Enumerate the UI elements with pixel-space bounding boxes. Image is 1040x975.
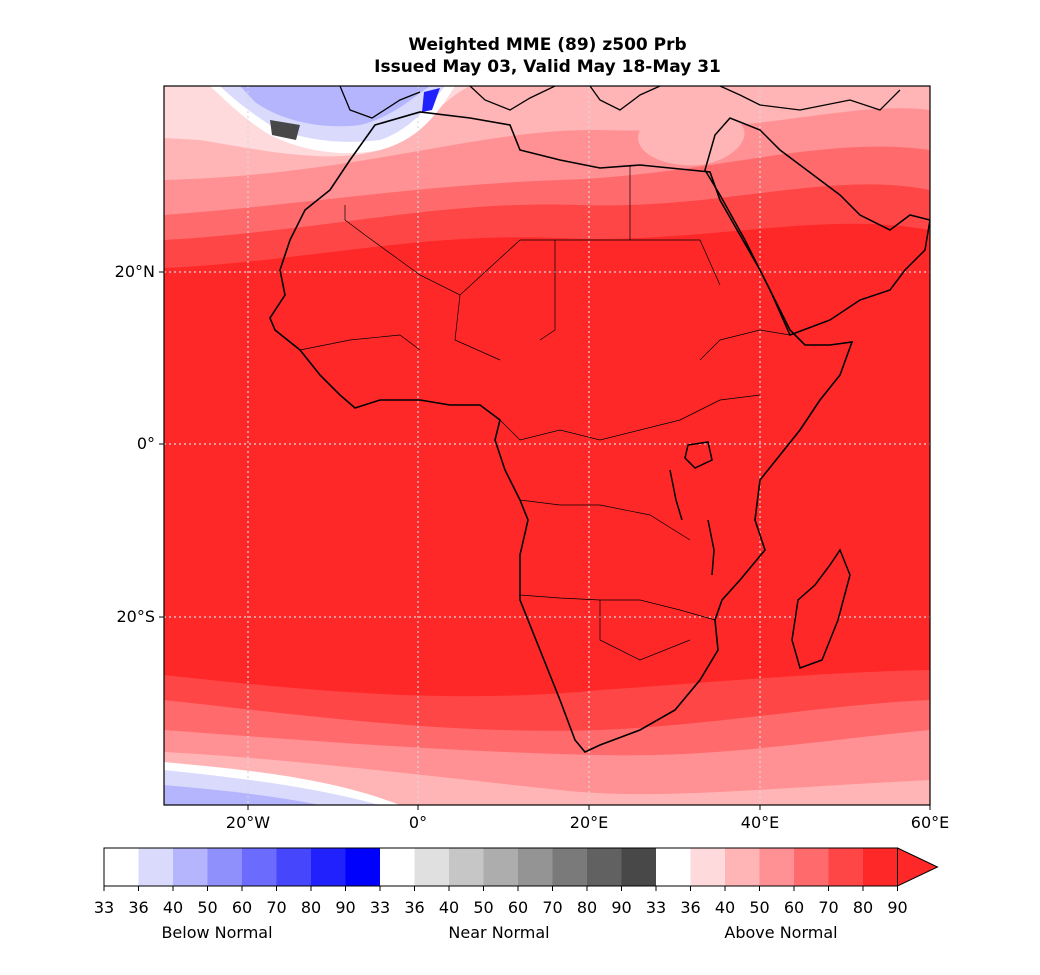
colorbar-label-above-normal: Above Normal	[724, 923, 838, 942]
lat-label-20n: 20°N	[114, 262, 155, 281]
axis-ticks	[159, 271, 931, 810]
colorbar-cell	[759, 848, 794, 886]
colorbar-tick-label: 80	[300, 898, 322, 917]
below-normal-40-patch	[240, 86, 430, 127]
colorbar-cell	[621, 848, 656, 886]
colorbar-label-below-normal: Below Normal	[161, 923, 273, 942]
colorbar-cell	[138, 848, 173, 886]
colorbar-cell	[104, 848, 139, 886]
colorbar-cell	[828, 848, 863, 886]
colorbar-tick-label: 40	[714, 898, 736, 917]
colorbar-border	[103, 847, 898, 887]
below-normal-40-patch-south	[164, 785, 320, 805]
colorbar-tick-label: 70	[818, 898, 839, 917]
colorbar-tick-label: 33	[369, 898, 391, 917]
colorbar-cell	[242, 848, 277, 886]
lat-label-0: 0°	[136, 434, 155, 453]
colorbar-cell	[173, 848, 208, 886]
map-title: Weighted MME (89) z500 Prb	[408, 35, 687, 55]
colorbar-cell	[207, 848, 242, 886]
country-borders	[299, 165, 791, 661]
colorbar-tick-label: 40	[162, 898, 184, 917]
colorbar-tick-label: 60	[507, 898, 529, 917]
africa-coastline	[269, 111, 854, 753]
colorbar-tick-label: 33	[93, 898, 115, 917]
colorbar-tick-label: 80	[576, 898, 598, 917]
lake-victoria	[684, 441, 713, 469]
map-subtitle: Issued May 03, Valid May 18-May 31	[374, 57, 721, 77]
map-frame	[163, 85, 931, 806]
colorbar-tick-label: 50	[197, 898, 218, 917]
colorbar	[103, 847, 939, 891]
colorbar-cell	[449, 848, 484, 886]
europe-coastline	[339, 86, 901, 119]
colorbar-tick-label: 60	[783, 898, 805, 917]
colorbar-cell	[690, 848, 725, 886]
near-normal-90-spot	[270, 120, 300, 140]
colorbar-cell	[311, 848, 346, 886]
lon-label-60e: 60°E	[910, 813, 950, 832]
colorbar-cell	[276, 848, 311, 886]
colorbar-tick-label: 80	[852, 898, 874, 917]
colorbar-tick-label: 90	[887, 898, 908, 917]
colorbar-cell	[725, 848, 760, 886]
colorbar-cell	[552, 848, 587, 886]
colorbar-tick-label: 36	[680, 898, 701, 917]
colorbar-tick-label: 36	[404, 898, 425, 917]
colorbar-cell	[380, 848, 415, 886]
colorbar-tick-label: 40	[438, 898, 460, 917]
colorbar-tick-label: 50	[749, 898, 770, 917]
lon-label-20e: 20°E	[569, 813, 609, 832]
colorbar-cell	[656, 848, 691, 886]
lake-tanganyika	[669, 469, 683, 521]
below-normal-80-spot	[422, 88, 440, 112]
colorbar-cell	[794, 848, 829, 886]
above-normal-50-patch-east-med	[638, 113, 745, 166]
lon-label-20w: 20°W	[225, 813, 271, 832]
colorbar-cell	[518, 848, 553, 886]
colorbar-tick-label: 33	[645, 898, 667, 917]
arabia-coastline	[704, 117, 930, 336]
lon-label-0: 0°	[408, 813, 428, 832]
colorbar-tick-label: 36	[128, 898, 149, 917]
colorbar-extend-arrow	[897, 847, 939, 887]
colorbar-tick-label: 50	[473, 898, 494, 917]
colorbar-tick-label: 70	[542, 898, 563, 917]
madagascar-coastline	[791, 548, 851, 669]
colorbar-cell	[483, 848, 518, 886]
lake-malawi	[707, 519, 715, 576]
colorbar-cell	[863, 848, 898, 886]
colorbar-tick-label: 60	[231, 898, 253, 917]
colorbar-cell	[345, 848, 380, 886]
lon-label-40e: 40°E	[740, 813, 780, 832]
colorbar-cell	[414, 848, 449, 886]
colorbar-cell	[587, 848, 622, 886]
lat-label-20s: 20°S	[116, 607, 155, 626]
colorbar-tick-label: 90	[611, 898, 632, 917]
probability-field	[164, 86, 930, 805]
colorbar-tick-label: 70	[266, 898, 287, 917]
colorbar-label-near-normal: Near Normal	[448, 923, 550, 942]
colorbar-tick-label: 90	[335, 898, 356, 917]
